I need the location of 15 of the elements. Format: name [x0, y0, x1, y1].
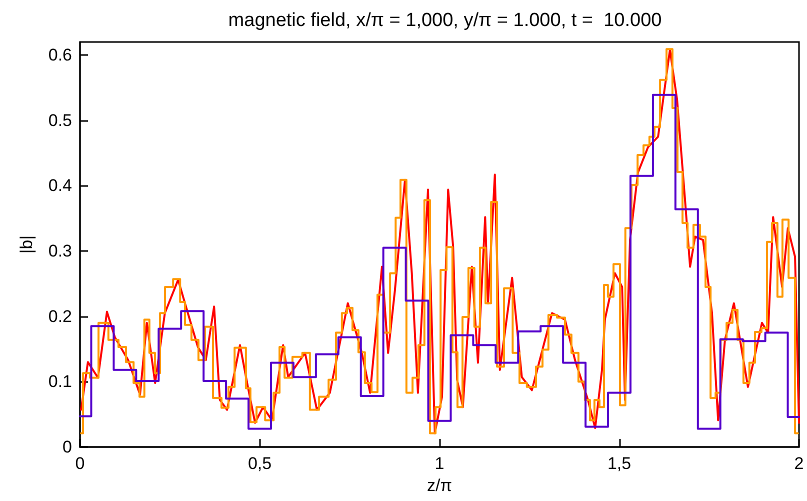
x-axis-title: z/π: [427, 476, 452, 495]
y-axis-title: |b|: [17, 235, 36, 254]
x-tick-label: 0: [75, 454, 85, 473]
y-tick-label: 0.2: [48, 306, 72, 326]
y-tick-label: 0.4: [48, 176, 72, 196]
x-tick-label: 1: [434, 454, 444, 473]
y-tick-label: 0.3: [48, 242, 72, 261]
y-tick-label: 0.5: [48, 110, 72, 130]
chart-title: magnetic field, x/π = 1,000, y/π = 1.000, t = 10.000: [228, 10, 662, 31]
x-tick-label: 0,5: [248, 454, 272, 473]
y-tick-label: 0.1: [48, 372, 72, 392]
x-tick-label: 1,5: [607, 454, 632, 473]
y-tick-label: 0: [62, 438, 72, 456]
y-tick-label: 0.6: [48, 46, 72, 65]
x-tick-label: 2: [794, 454, 804, 473]
